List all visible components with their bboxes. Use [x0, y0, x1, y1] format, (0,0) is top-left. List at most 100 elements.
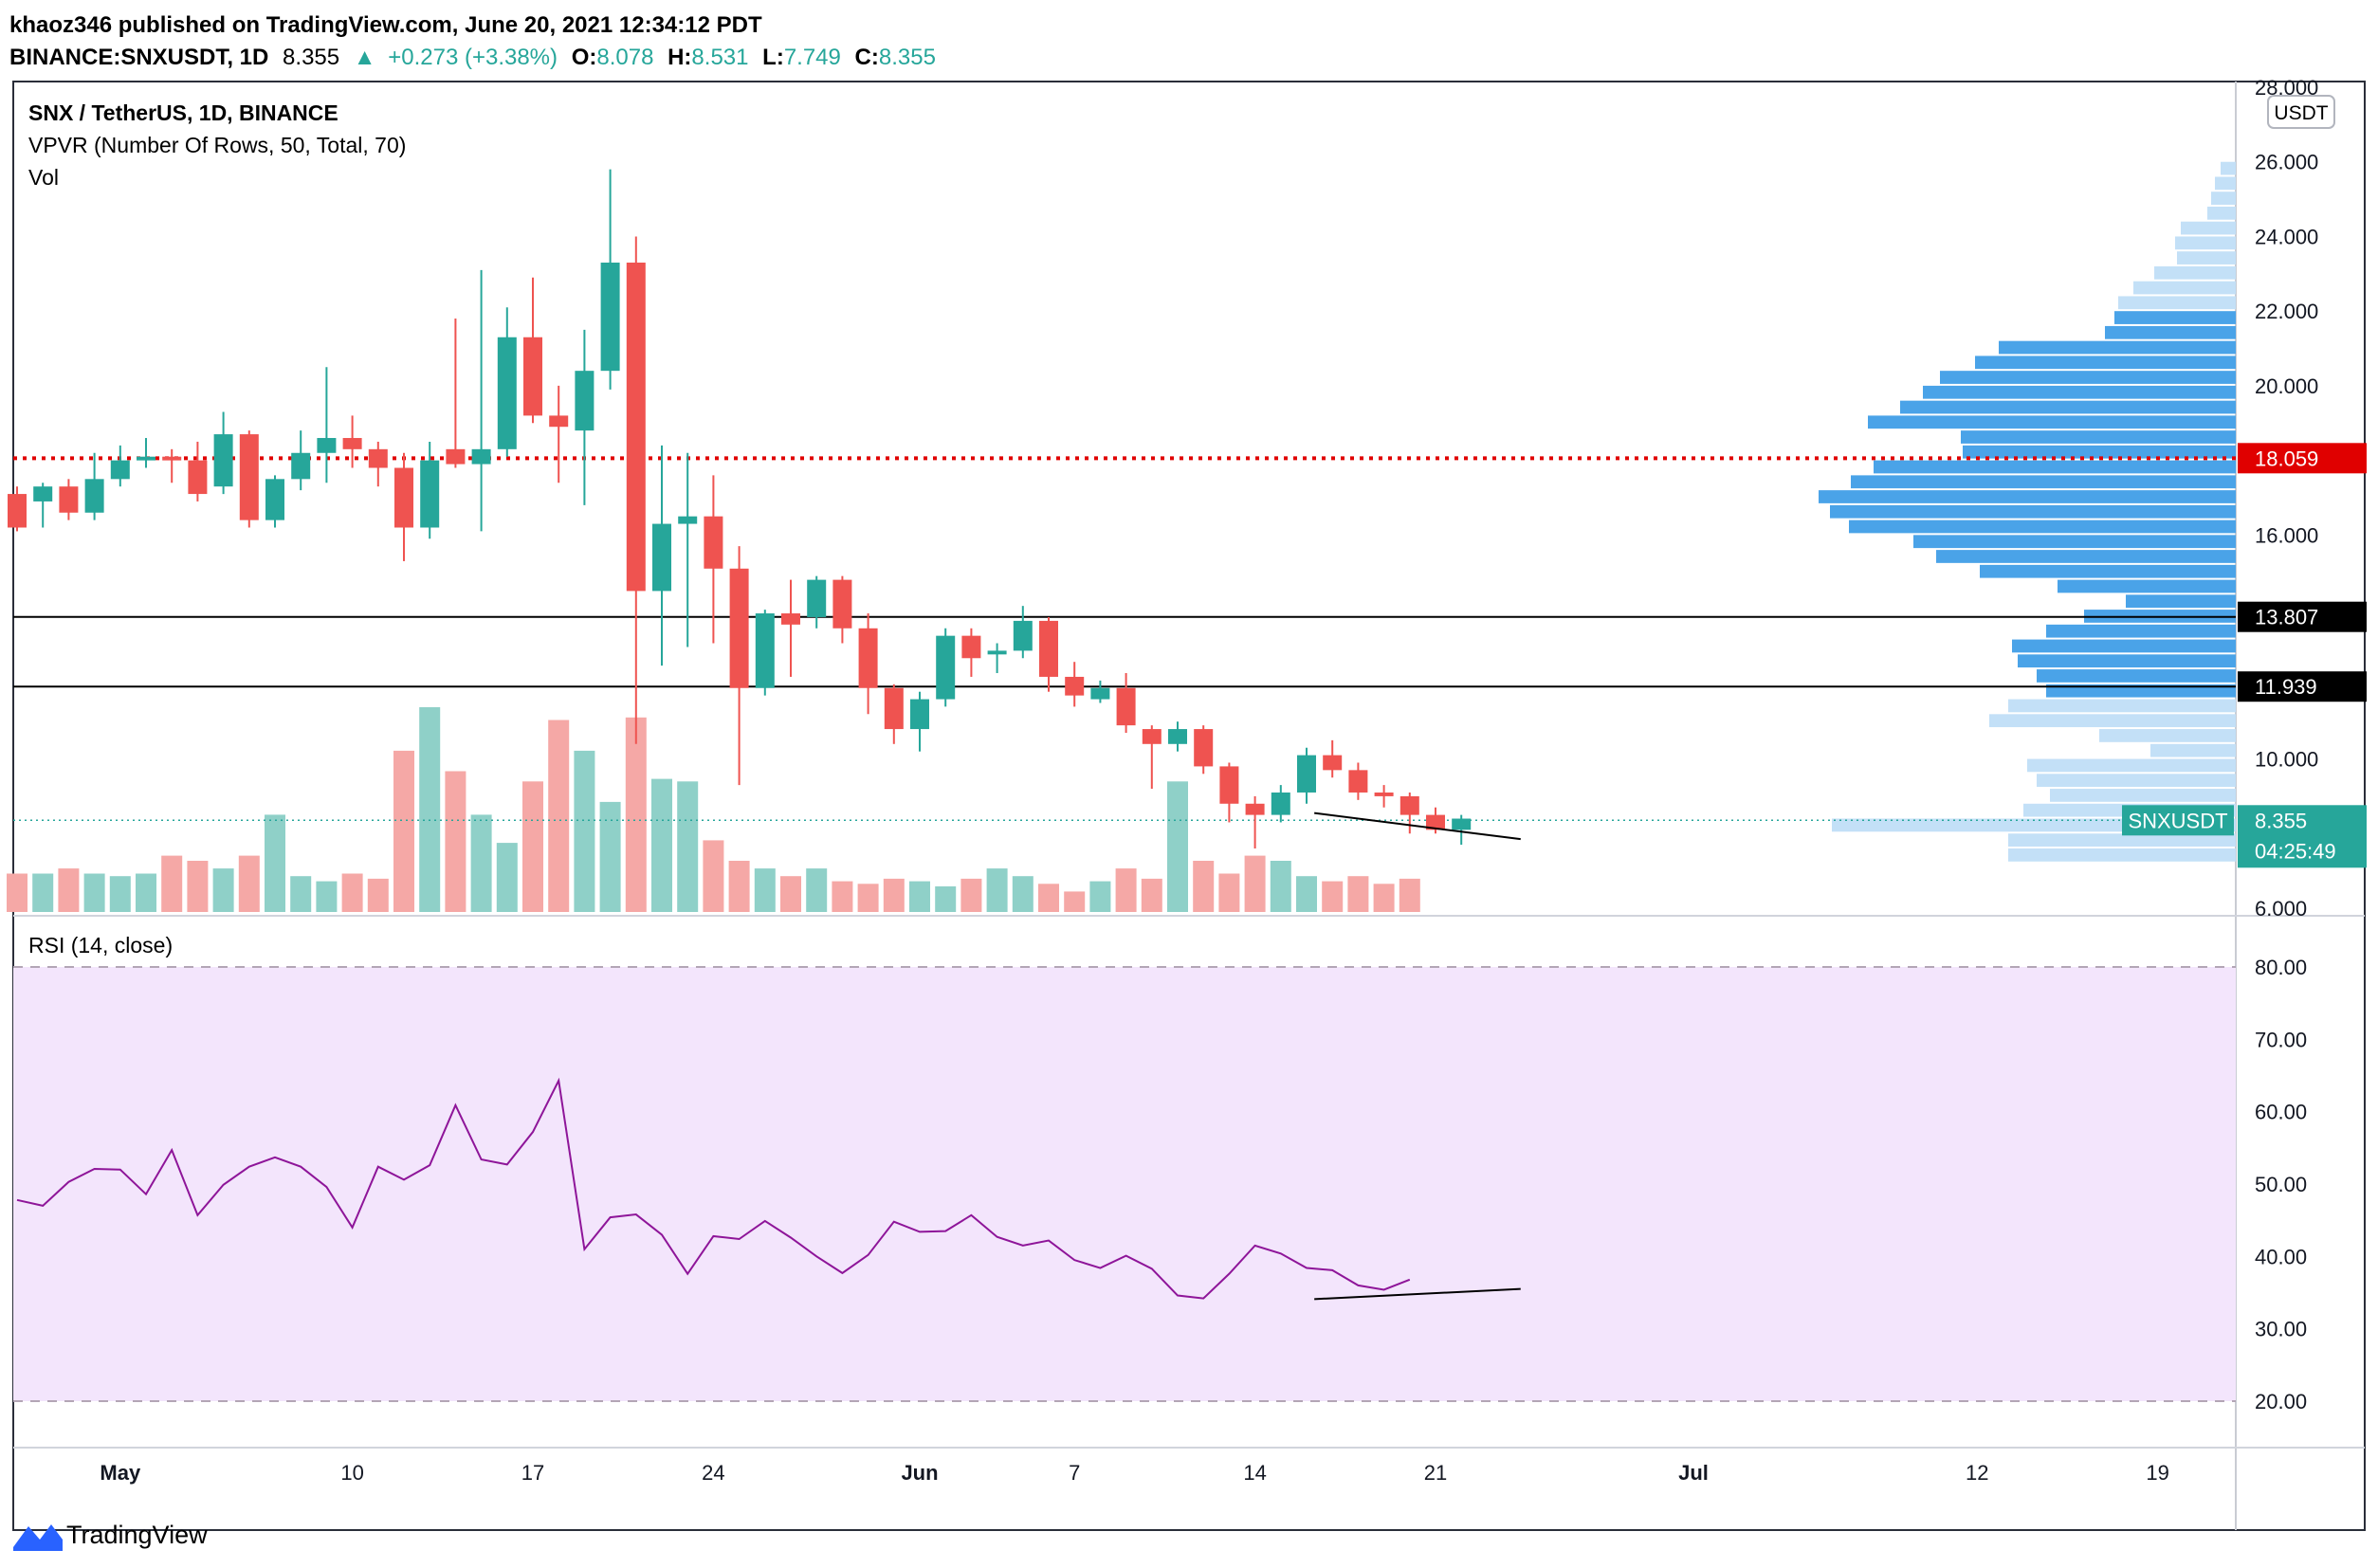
rsi-axis[interactable]: 20.00 30.00 40.00 50.00 60.00 70.00 80.00: [2255, 956, 2307, 1413]
price-trendline[interactable]: [1314, 811, 1521, 841]
candle-body: [84, 479, 104, 513]
high-label: H:: [668, 45, 691, 70]
vpvr-row: [2207, 206, 2236, 220]
candle-body: [239, 434, 259, 520]
vpvr-row: [2126, 594, 2236, 609]
vpvr-row: [2018, 654, 2236, 668]
candle-body: [291, 452, 311, 480]
volume-bar: [1244, 855, 1266, 912]
volume-bar: [1089, 881, 1111, 912]
volume-bar: [522, 781, 543, 912]
vpvr-row: [2177, 251, 2236, 264]
candle-body: [1245, 803, 1265, 815]
rsi-tick-label: 30.00: [2255, 1318, 2307, 1341]
vpvr-row: [2211, 191, 2236, 205]
price-tick-label: 26.000: [2255, 151, 2318, 174]
vpvr-row: [2221, 161, 2236, 175]
volume-bar: [728, 861, 750, 912]
volume-bar: [367, 878, 389, 912]
volume-bar: [1373, 884, 1395, 912]
svg-text:khaoz346 published on TradingV: khaoz346 published on TradingView.com, J…: [9, 12, 762, 38]
current-price-badge-label: 8.355: [2255, 809, 2307, 832]
vpvr-row: [2058, 579, 2236, 593]
price-tick-label: 22.000: [2255, 300, 2318, 323]
vpvr-row: [2118, 296, 2236, 310]
candle-body: [600, 263, 620, 372]
volume-bar: [265, 814, 285, 912]
time-axis[interactable]: May 10 17 24 Jun 7 14 21 Jul 12 19: [100, 1461, 2168, 1485]
vpvr-row: [1868, 415, 2236, 429]
candle-body: [8, 494, 27, 528]
publisher-line: khaoz346 published on TradingView.com, J…: [9, 12, 762, 38]
vpvr-row: [2012, 639, 2236, 653]
volume-bar: [625, 717, 647, 912]
svg-text:BINANCE:SNXUSDT, 1D 8.355: BINANCE:SNXUSDT, 1D 8.355 ▲ +0.273 (+3.3…: [9, 45, 936, 70]
vpvr-row: [2150, 743, 2236, 757]
currency-badge-label: USDT: [2274, 102, 2328, 124]
volume-bar: [393, 750, 414, 912]
vpvr-legend[interactable]: VPVR (Number Of Rows, 50, Total, 70): [28, 133, 406, 157]
candle-body: [471, 448, 491, 465]
currency-badge[interactable]: [2267, 95, 2335, 129]
vpvr-row: [1819, 490, 2236, 503]
rsi-legend[interactable]: RSI (14, close): [28, 933, 173, 957]
volume-bar: [1347, 876, 1369, 912]
candle-body: [1271, 792, 1290, 815]
vpvr-row: [1900, 400, 2236, 414]
volume-bar: [109, 876, 131, 912]
candle-body: [1194, 729, 1214, 767]
price-tick-label: 10.000: [2255, 748, 2318, 772]
candle-body: [1065, 676, 1085, 696]
candle-body: [1348, 770, 1368, 793]
open-label: O:: [572, 45, 597, 70]
volume-bar: [780, 876, 801, 912]
volume-bar: [238, 855, 260, 912]
volume-bar: [496, 843, 518, 912]
low-label: L:: [762, 45, 784, 70]
candle-body: [807, 579, 827, 617]
close-value: 8.355: [879, 45, 936, 70]
volume-bar: [58, 868, 80, 912]
candle-body: [342, 438, 362, 449]
rsi-line: [16, 1077, 1411, 1300]
rsi-tick-label: 20.00: [2255, 1390, 2307, 1413]
volume-bar: [187, 861, 209, 912]
rsi-tick-label: 40.00: [2255, 1245, 2307, 1268]
volume-bar: [599, 801, 621, 912]
vpvr-row: [1936, 550, 2236, 563]
rsi-trendline[interactable]: [1314, 1287, 1521, 1301]
symbol-badge-label: SNXUSDT: [2128, 809, 2227, 832]
candle-body: [317, 438, 337, 453]
rsi-tick-label: 80.00: [2255, 956, 2307, 979]
volume-bar: [754, 868, 776, 912]
candle-body: [1219, 766, 1239, 804]
main-legend-title[interactable]: SNX / TetherUS, 1D, BINANCE: [28, 100, 338, 125]
vpvr-row: [1999, 340, 2236, 355]
candle-body: [575, 371, 594, 431]
candle-body: [626, 263, 646, 592]
vpvr-row: [2133, 281, 2236, 295]
time-tick-label: May: [100, 1461, 141, 1485]
price-axis[interactable]: 6.0008.00010.00012.00014.00016.00018.000…: [2255, 76, 2318, 921]
candle-body: [1090, 687, 1110, 700]
volume-bar: [806, 868, 828, 912]
candle-body: [1426, 814, 1445, 830]
volume-bar: [1193, 861, 1215, 912]
volume-bar: [651, 778, 672, 912]
candle-body: [1297, 755, 1316, 793]
vpvr-row: [1913, 535, 2236, 549]
candle-body: [729, 568, 749, 688]
candle-body: [1399, 795, 1419, 815]
vpvr-row: [1830, 504, 2236, 519]
tradingview-logo-icon[interactable]: [13, 1524, 63, 1551]
volume-legend[interactable]: Vol: [28, 165, 59, 190]
volume-bar: [857, 884, 879, 912]
volume-bar: [1322, 881, 1344, 912]
time-tick-label: 24: [702, 1461, 724, 1485]
candle-body: [1452, 818, 1472, 830]
candle-body: [1168, 729, 1187, 744]
footer-brand[interactable]: TradingView: [66, 1521, 208, 1549]
volume-bar: [548, 720, 570, 912]
time-tick-label: 21: [1424, 1461, 1447, 1485]
